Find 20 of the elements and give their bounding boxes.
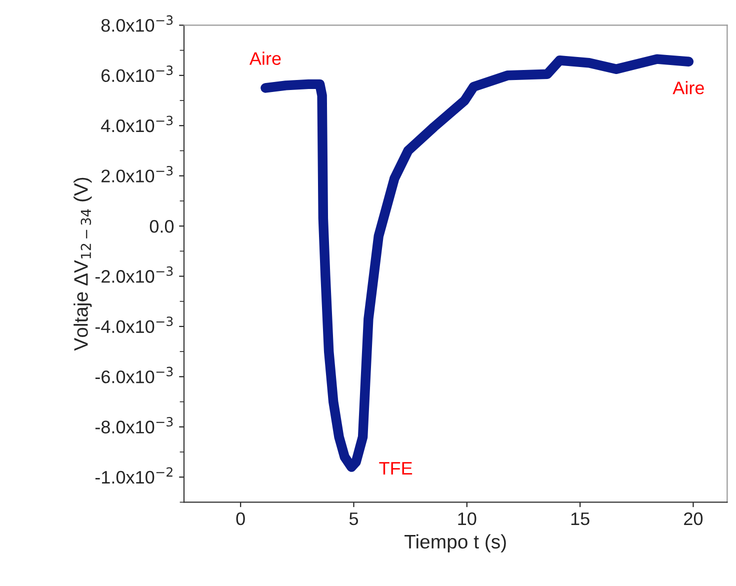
x-tick-label: 20	[684, 512, 703, 526]
y-tick-label: 6.0x10$^{−3}$	[102, 66, 173, 82]
y-tick-label: 0.0	[150, 220, 174, 233]
y-tick-label: -2.0x10$^{−3}$	[95, 266, 173, 283]
y-axis-title: Voltaje ΔV$_{12−34}$ (V)	[74, 178, 92, 351]
y-tick-label: -8.0x10$^{−3}$	[95, 416, 173, 434]
y-tick-label: -4.0x10$^{−3}$	[95, 316, 173, 334]
x-tick-label: 15	[571, 512, 590, 526]
x-axis-title: Tiempo t (s)	[404, 534, 506, 552]
x-tick-label: 10	[458, 512, 476, 526]
annotation: Aire	[672, 81, 704, 94]
y-tick-label: -1.0x10$^{−2}$	[95, 467, 172, 484]
x-tick-label: 5	[349, 512, 358, 526]
y-tick-label: 4.0x10$^{−3}$	[101, 116, 173, 132]
annotation: TFE	[379, 462, 412, 474]
x-tick-label: 0	[236, 512, 245, 526]
y-tick-label: -6.0x10$^{−3}$	[95, 366, 173, 384]
y-tick-label: 2.0x10$^{−3}$	[102, 166, 173, 182]
y-tick-label: 8.0x10$^{−3}$	[101, 15, 173, 32]
annotation: Aire	[249, 52, 281, 65]
